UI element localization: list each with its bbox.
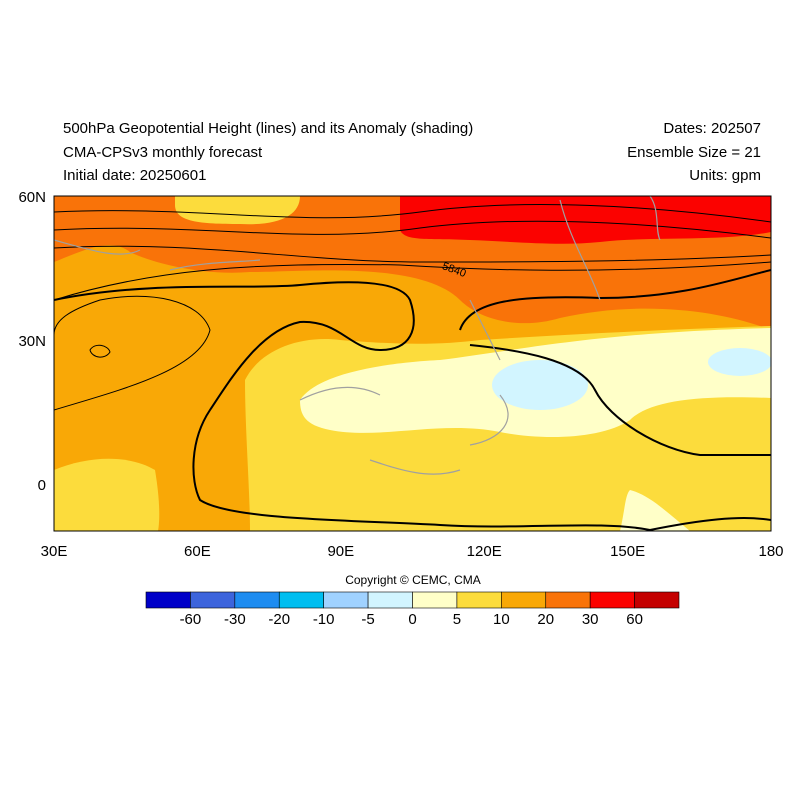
lat-label: 30N [18, 333, 46, 350]
map-frame [53, 195, 772, 532]
colorbar-box [589, 591, 635, 609]
dates: Dates: 202507 [663, 120, 761, 137]
lon-label: 30E [41, 543, 68, 560]
lon-labels: 30E 60E 90E 120E 150E 180 [41, 543, 784, 560]
copyright: Copyright © CEMC, CMA [345, 573, 481, 587]
colorbar-box [412, 591, 458, 609]
colorbar-box [545, 591, 591, 609]
colorbar-box [501, 591, 547, 609]
map-shading [54, 196, 771, 531]
colorbar-label: -60 [180, 611, 202, 628]
lat-label: 0 [38, 477, 46, 494]
initial-date: Initial date: 20250601 [63, 167, 206, 184]
title: 500hPa Geopotential Height (lines) and i… [63, 120, 473, 137]
colorbar-label: -5 [361, 611, 374, 628]
colorbar-label: 30 [582, 611, 599, 628]
lon-label: 120E [467, 543, 502, 560]
colorbar-box [634, 591, 680, 609]
subtitle: CMA-CPSv3 monthly forecast [63, 144, 263, 161]
lon-label: 90E [327, 543, 354, 560]
colorbar-label: 10 [493, 611, 510, 628]
colorbar-label: 0 [408, 611, 416, 628]
ensemble: Ensemble Size = 21 [627, 144, 761, 161]
colorbar-label: 20 [537, 611, 554, 628]
units: Units: gpm [689, 167, 761, 184]
colorbar-label: -30 [224, 611, 246, 628]
colorbar-label: -20 [268, 611, 290, 628]
colorbar-label: 5 [453, 611, 461, 628]
lon-label: 60E [184, 543, 211, 560]
colorbar-label: -10 [313, 611, 335, 628]
lon-label: 180 [758, 543, 783, 560]
colorbar-box [323, 591, 369, 609]
colorbar-box [367, 591, 413, 609]
colorbar-box [234, 591, 280, 609]
lat-labels: 60N 30N 0 [18, 189, 46, 494]
colorbar: -60 -30 -20 -10 -5 0 5 10 20 30 60 [145, 591, 680, 628]
colorbar-box [456, 591, 502, 609]
lat-label: 60N [18, 189, 46, 206]
colorbar-box [278, 591, 324, 609]
colorbar-box [190, 591, 236, 609]
colorbar-box [145, 591, 191, 609]
lon-label: 150E [610, 543, 645, 560]
colorbar-label: 60 [626, 611, 643, 628]
